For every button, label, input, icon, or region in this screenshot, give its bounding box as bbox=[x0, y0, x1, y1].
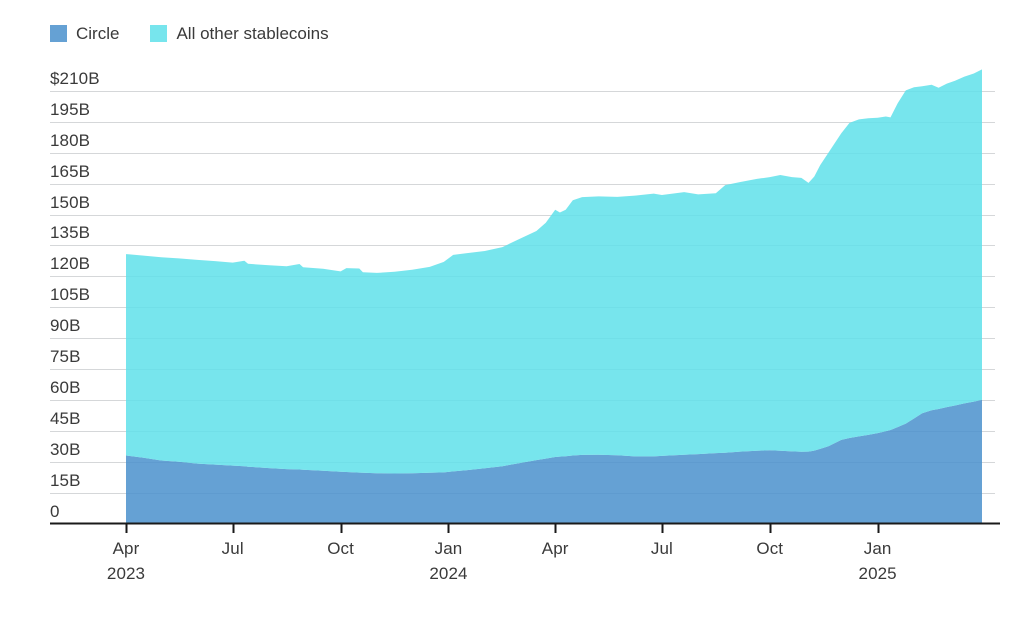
y-tick-label: 75B bbox=[50, 347, 81, 367]
x-tick-label: Jan bbox=[863, 539, 892, 558]
y-tick-label: 105B bbox=[50, 285, 91, 305]
legend-swatch-circle bbox=[50, 25, 67, 42]
y-tick-label: 150B bbox=[50, 192, 91, 212]
x-tick-label: Apr bbox=[112, 539, 140, 558]
x-tick-label: Oct bbox=[327, 539, 354, 558]
y-tick-label: 90B bbox=[50, 316, 81, 336]
y-tick-label: 135B bbox=[50, 223, 91, 243]
x-tick-label: Jul bbox=[650, 539, 673, 558]
y-tick-label: $210B bbox=[50, 69, 100, 88]
legend-swatch-other bbox=[150, 25, 168, 42]
legend-item-other: All other stablecoins bbox=[150, 24, 329, 43]
x-tick-label: Oct bbox=[756, 539, 784, 558]
legend-label-circle: Circle bbox=[76, 24, 120, 43]
y-tick-label: 195B bbox=[50, 99, 91, 119]
x-tick-year-label: 2023 bbox=[106, 564, 146, 583]
x-tick-label: Apr bbox=[541, 539, 569, 558]
legend-item-circle: Circle bbox=[50, 24, 119, 43]
legend: Circle All other stablecoins bbox=[50, 24, 329, 43]
x-tick-label: Jan bbox=[434, 539, 463, 558]
x-tick-year-label: 2024 bbox=[429, 564, 468, 583]
y-tick-label: 120B bbox=[50, 254, 91, 274]
y-tick-label: 45B bbox=[50, 408, 81, 428]
y-tick-label: 15B bbox=[50, 470, 81, 490]
x-tick-label: Jul bbox=[221, 539, 244, 558]
x-tick-year-label: 2025 bbox=[858, 564, 897, 583]
y-tick-label: 0 bbox=[50, 501, 60, 521]
y-tick-label: 165B bbox=[50, 161, 91, 181]
y-tick-label: 60B bbox=[50, 377, 81, 397]
y-tick-label: 180B bbox=[50, 130, 91, 150]
legend-label-other: All other stablecoins bbox=[176, 24, 329, 43]
area-circle bbox=[126, 399, 982, 524]
y-tick-label: 30B bbox=[50, 439, 81, 459]
area-other-stablecoins bbox=[126, 69, 982, 474]
